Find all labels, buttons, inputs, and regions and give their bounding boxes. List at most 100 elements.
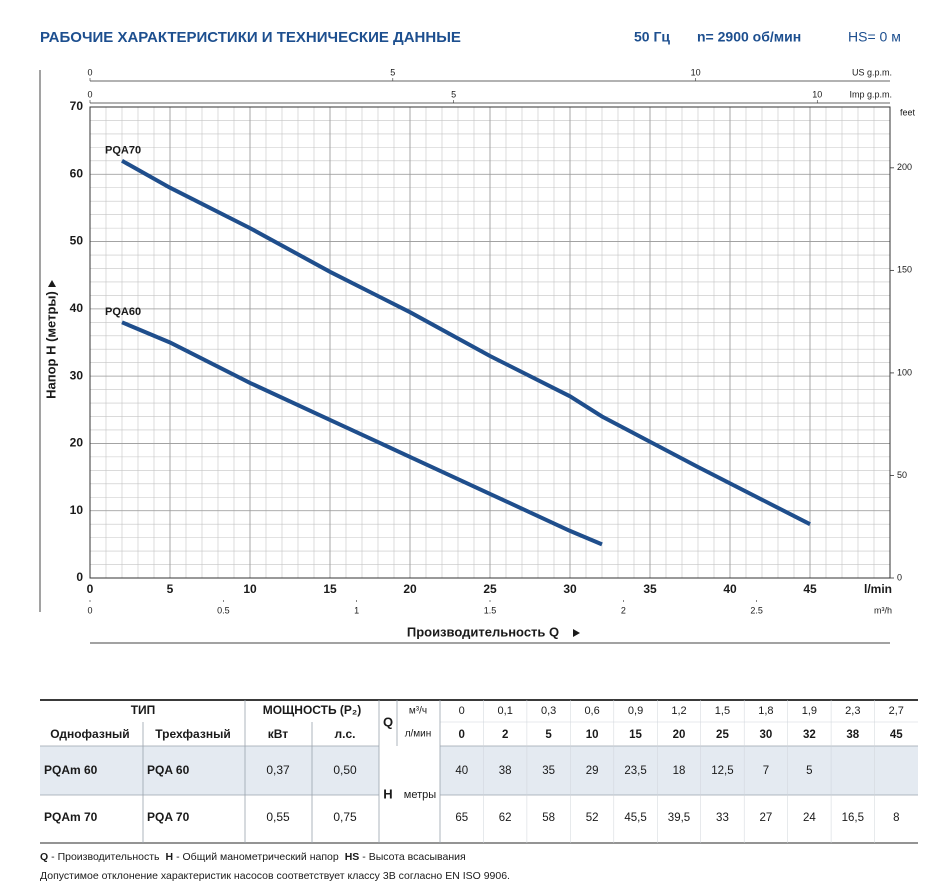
table-cell: 5 xyxy=(806,765,812,777)
row-bg xyxy=(40,746,379,795)
model-name: PQAm 60 xyxy=(44,763,98,777)
table-cell: 0,50 xyxy=(333,763,357,777)
table-cell: 32 xyxy=(803,729,816,741)
model-name: PQA 60 xyxy=(147,763,190,777)
table-cell: 1,2 xyxy=(671,705,686,717)
speed: n= 2900 об/мин xyxy=(697,29,801,45)
y2-tick-label: 0 xyxy=(897,572,902,582)
table-header: Q xyxy=(383,714,393,729)
table-unit: метры xyxy=(404,789,436,801)
table-cell: 2,7 xyxy=(889,705,904,717)
table-cell: 15 xyxy=(629,729,642,741)
table-cell: 52 xyxy=(586,812,599,824)
secondary-tick-label: 2 xyxy=(621,605,626,615)
secondary-tick-label: 5 xyxy=(390,67,395,77)
arrow xyxy=(573,629,580,637)
y-tick-label: 0 xyxy=(76,570,83,584)
plot-border xyxy=(89,106,891,579)
table-cell: 27 xyxy=(760,812,773,824)
page-title: РАБОЧИЕ ХАРАКТЕРИСТИКИ И ТЕХНИЧЕСКИЕ ДАН… xyxy=(40,29,461,46)
y-tick-label: 30 xyxy=(70,368,84,382)
secondary-unit: m³/h xyxy=(874,605,892,615)
table-header: Однофазный xyxy=(50,727,129,741)
table-cell: 38 xyxy=(499,765,512,777)
x-tick-label: 15 xyxy=(323,582,337,596)
secondary-tick-label: 1 xyxy=(354,605,359,615)
table-cell: 5 xyxy=(545,729,552,741)
y-tick-label: 10 xyxy=(70,503,84,517)
row-bg xyxy=(440,746,918,795)
table-cell: 30 xyxy=(760,729,773,741)
table-cell: 65 xyxy=(455,812,468,824)
table-cell: 7 xyxy=(763,765,769,777)
table-cell: 8 xyxy=(893,812,899,824)
footer-legend: Q- Производительность H - Общий манометрич… xyxy=(40,851,466,863)
table-header: л.с. xyxy=(335,727,356,741)
table-cell: 0 xyxy=(459,729,465,741)
x-tick-label: 30 xyxy=(563,582,577,596)
table-cell: 0,3 xyxy=(541,705,556,717)
curve xyxy=(121,159,811,526)
table-cell: 20 xyxy=(673,729,686,741)
table-header: МОЩНОСТЬ (P₂) xyxy=(263,703,362,717)
table-cell: 25 xyxy=(716,729,729,741)
secondary-unit: US g.p.m. xyxy=(852,67,892,77)
x-unit: l/min xyxy=(864,582,892,596)
y2-tick-label: 150 xyxy=(897,265,912,275)
table-cell: 1,5 xyxy=(715,705,730,717)
y2-label: feet xyxy=(900,107,916,117)
table-cell: 0,75 xyxy=(333,810,357,824)
table-cell: 0,55 xyxy=(266,810,290,824)
table-cell: 58 xyxy=(542,812,555,824)
curve xyxy=(121,320,603,547)
table-cell: 35 xyxy=(542,765,555,777)
legend-text: - Высота всасывания xyxy=(362,851,465,863)
table-cell: 16,5 xyxy=(842,812,864,824)
secondary-tick-label: 5 xyxy=(451,89,456,99)
table-header: кВт xyxy=(268,727,289,741)
secondary-tick-label: 0 xyxy=(87,89,92,99)
table-cell: 62 xyxy=(499,812,512,824)
legend-symbol: Q xyxy=(40,851,48,863)
x-tick-label: 40 xyxy=(723,582,737,596)
table-cell: 45 xyxy=(890,729,903,741)
table-cell: 0 xyxy=(459,705,465,717)
table-cell: 18 xyxy=(673,765,686,777)
table-cell: 0,37 xyxy=(266,763,290,777)
table-cell: 0,6 xyxy=(584,705,599,717)
secondary-tick-label: 0 xyxy=(87,67,92,77)
table-cell: 39,5 xyxy=(668,812,690,824)
y2-tick-label: 50 xyxy=(897,470,907,480)
table-cell: 1,8 xyxy=(758,705,773,717)
x-tick-label: 25 xyxy=(483,582,497,596)
x-tick-label: 0 xyxy=(87,582,94,596)
frequency: 50 Гц xyxy=(634,29,670,45)
table-header: H xyxy=(383,786,392,801)
y-tick-label: 70 xyxy=(70,99,84,113)
secondary-unit: Imp g.p.m. xyxy=(849,89,892,99)
legend-symbol: HS xyxy=(345,851,360,863)
model-name: PQA 70 xyxy=(147,810,190,824)
x-tick-label: 10 xyxy=(243,582,257,596)
table-unit: л/мин xyxy=(405,729,432,740)
curve-label: PQA70 xyxy=(105,145,141,157)
y-tick-label: 20 xyxy=(70,436,84,450)
y-axis-title: Напор H (метры) xyxy=(43,291,58,399)
y2-tick-label: 200 xyxy=(897,162,912,172)
table-cell: 23,5 xyxy=(624,765,646,777)
x-axis-title: Производительность Q xyxy=(407,624,559,639)
table-header: Трехфазный xyxy=(155,727,230,741)
table-cell: 0,9 xyxy=(628,705,643,717)
table-cell: 29 xyxy=(586,765,599,777)
suction: HS= 0 м xyxy=(848,29,901,45)
legend-symbol: H xyxy=(166,851,174,863)
x-tick-label: 35 xyxy=(643,582,657,596)
y-tick-label: 60 xyxy=(70,166,84,180)
x-tick-label: 45 xyxy=(803,582,817,596)
secondary-tick-label: 1.5 xyxy=(484,605,497,615)
table-unit: м³/ч xyxy=(409,706,427,717)
secondary-tick-label: 2.5 xyxy=(750,605,763,615)
y-tick-label: 40 xyxy=(70,301,84,315)
table-header: ТИП xyxy=(131,703,156,717)
